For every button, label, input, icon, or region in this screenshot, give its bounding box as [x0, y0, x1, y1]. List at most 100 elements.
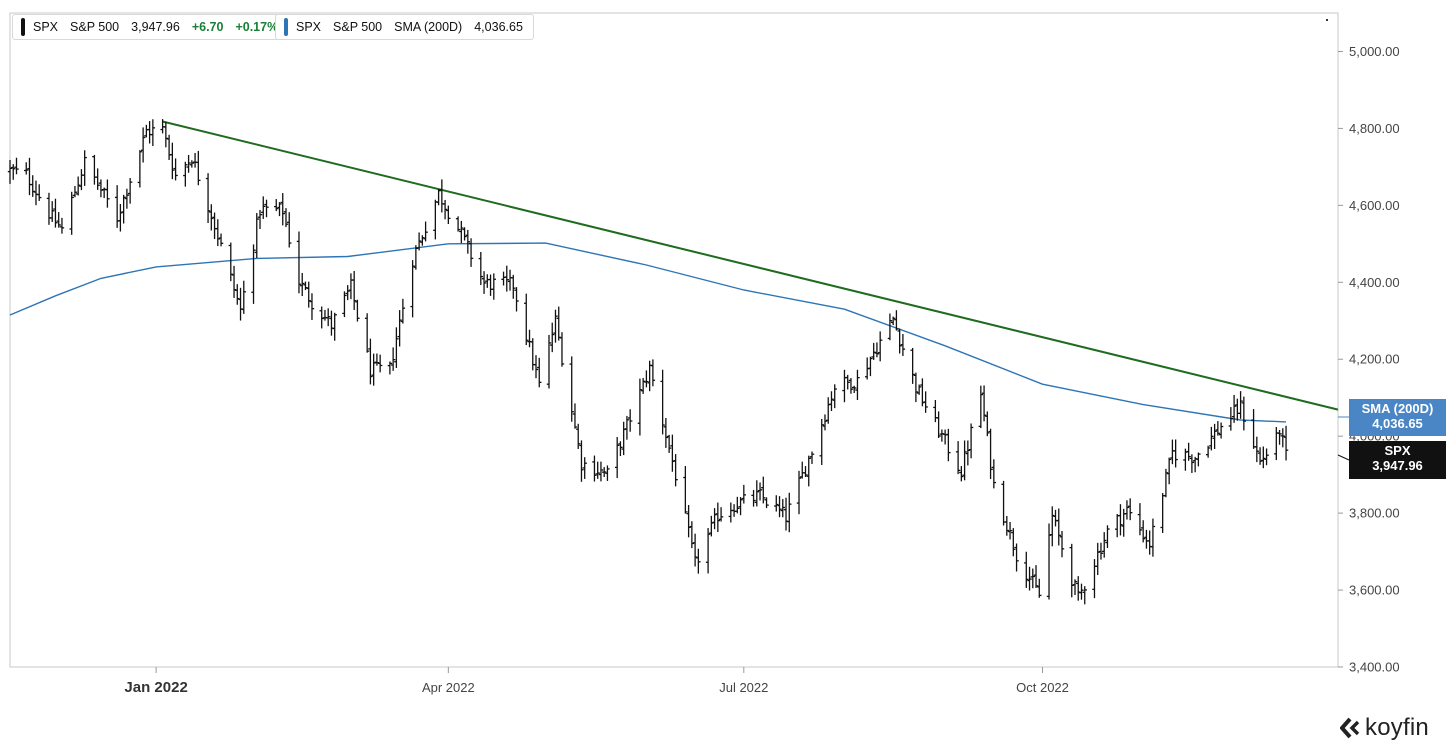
ohlc-bar	[595, 461, 600, 479]
ohlc-bar	[728, 502, 734, 523]
ohlc-bar	[504, 265, 509, 292]
ohlc-bar	[121, 194, 126, 224]
ohlc-bar	[946, 428, 951, 462]
ohlc-bar	[79, 169, 84, 191]
ohlc-bar	[761, 476, 766, 504]
legend-sma-name: S&P 500	[333, 20, 383, 34]
ohlc-bar	[783, 497, 789, 531]
ohlc-bar	[845, 374, 850, 390]
ohlc-bar	[1170, 439, 1175, 465]
ohlc-bar	[887, 313, 893, 341]
ohlc-bar	[1037, 578, 1042, 598]
ohlc-bar	[705, 528, 711, 574]
ohlc-bar	[387, 361, 393, 375]
ohlc-bar	[468, 238, 474, 267]
ohlc-bar	[686, 505, 691, 538]
ohlc-bar	[592, 455, 597, 482]
legend-sma-study: SMA (200D)	[394, 20, 463, 34]
ohlc-bar	[1274, 427, 1279, 461]
ohlc-bar	[1056, 508, 1061, 546]
ohlc-bar	[1059, 530, 1065, 558]
ohlc-bar	[264, 199, 269, 218]
ohlc-bar	[277, 202, 282, 217]
ohlc-bar	[621, 421, 626, 456]
spx-color-swatch	[21, 18, 25, 36]
ohlc-bar	[670, 434, 675, 472]
ohlc-bar	[910, 347, 915, 384]
ohlc-bar	[1147, 530, 1152, 555]
legend-spx[interactable]: SPX S&P 500 3,947.96 +6.70 +0.17%	[12, 14, 290, 40]
ohlc-bar	[1121, 508, 1126, 537]
ohlc-bar	[114, 185, 120, 228]
ohlc-bar	[368, 338, 373, 385]
ohlc-bar	[988, 428, 993, 480]
ohlc-bar	[803, 466, 808, 477]
ohlc-bar	[332, 312, 337, 341]
legend-sma[interactable]: SPX S&P 500 SMA (200D) 4,036.65	[275, 14, 534, 40]
ohlc-bar	[913, 372, 919, 403]
ohlc-bar	[618, 441, 623, 457]
ohlc-bar	[731, 504, 737, 517]
ohlc-bar	[127, 178, 133, 204]
ohlc-bar	[186, 154, 191, 173]
ohlc-bar	[819, 418, 824, 466]
ohlc-bar	[1053, 509, 1058, 527]
ohlc-bar	[189, 160, 195, 168]
ohlc-bar	[777, 496, 782, 518]
ohlc-bar	[140, 127, 146, 163]
ohlc-bar	[981, 385, 987, 422]
spx-tag-label: SPX	[1384, 443, 1411, 458]
ohlc-bar	[514, 287, 519, 312]
ohlc-bar	[420, 235, 425, 246]
ohlc-bar	[524, 293, 529, 346]
ohlc-bar	[235, 284, 240, 305]
ohlc-bar	[601, 467, 607, 478]
ohlc-bar	[796, 470, 802, 515]
ohlc-bar	[397, 310, 402, 347]
ohlc-bar	[1118, 504, 1123, 536]
ohlc-bar	[98, 179, 104, 198]
ohlc-bar	[696, 548, 701, 574]
ohlc-bar	[738, 497, 743, 516]
legend-spx-name: S&P 500	[70, 20, 120, 34]
ohlc-bar	[894, 310, 899, 331]
ohlc-bar	[582, 457, 587, 479]
ohlc-bar	[829, 391, 834, 411]
ohlc-bar	[640, 378, 646, 394]
ohlc-bar	[1277, 429, 1282, 445]
ohlc-bar	[877, 331, 883, 362]
legend-spx-change-pct: +0.17%	[235, 20, 279, 34]
ohlc-bar	[251, 244, 256, 304]
ohlc-bar	[1150, 518, 1156, 557]
ohlc-bar	[968, 423, 974, 459]
x-tick-label: Apr 2022	[422, 680, 475, 695]
ohlc-bar	[462, 227, 467, 241]
ohlc-bar	[553, 309, 558, 343]
ohlc-bar	[501, 271, 506, 286]
ohlc-bar	[416, 232, 422, 251]
ohlc-bar	[485, 274, 490, 288]
ohlc-bar	[1235, 398, 1240, 421]
ohlc-bar	[280, 193, 285, 226]
ohlc-bar	[916, 384, 922, 395]
spx-tag-value: 3,947.96	[1372, 458, 1423, 473]
ohlc-bar	[33, 180, 39, 206]
ohlc-bar	[459, 220, 464, 244]
ohlc-bar	[27, 157, 32, 196]
ohlc-bar	[780, 499, 785, 518]
ohlc-bar	[1264, 448, 1269, 466]
ohlc-bar	[741, 484, 747, 504]
ohlc-bar	[410, 260, 415, 318]
ohlc-bar	[481, 271, 487, 294]
ohlc-bar	[212, 212, 217, 240]
ohlc-bar	[848, 378, 854, 394]
ohlc-bar	[254, 213, 259, 258]
ohlc-bar	[712, 508, 717, 530]
y-tick-label: 4,400.00	[1349, 275, 1400, 290]
ohlc-bar	[326, 308, 331, 327]
ohlc-bar	[735, 496, 740, 514]
ohlc-bar	[1079, 583, 1084, 600]
ohlc-bar	[533, 355, 539, 379]
ohlc-bar	[666, 434, 672, 453]
